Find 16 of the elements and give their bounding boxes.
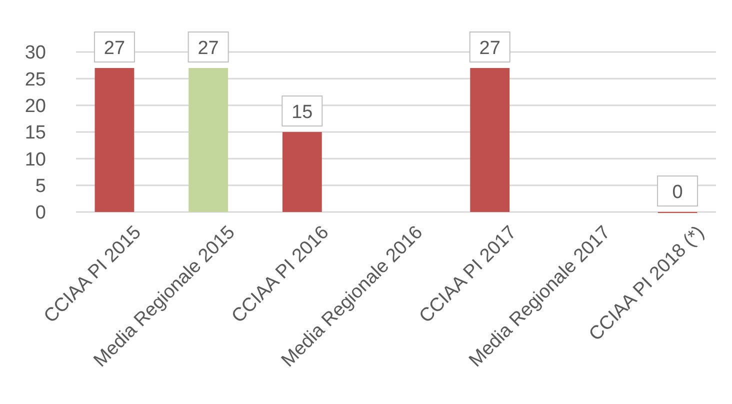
data-label: 0 [672,182,683,203]
bar [188,68,228,212]
y-tick-label: 30 [24,42,46,64]
bar [282,132,322,212]
data-label: 27 [198,38,219,59]
data-label: 27 [104,38,126,59]
bar [470,68,510,212]
data-label: 27 [479,38,500,59]
y-tick-label: 5 [35,176,46,197]
y-tick-label: 20 [24,96,46,117]
y-tick-label: 25 [24,69,46,90]
y-tick-label: 0 [35,202,46,224]
data-label: 15 [292,102,313,123]
bar [94,68,134,212]
y-tick-label: 10 [24,149,46,170]
y-tick-label: 15 [24,122,46,144]
